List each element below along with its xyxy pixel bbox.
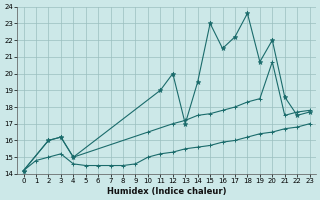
X-axis label: Humidex (Indice chaleur): Humidex (Indice chaleur): [107, 187, 226, 196]
